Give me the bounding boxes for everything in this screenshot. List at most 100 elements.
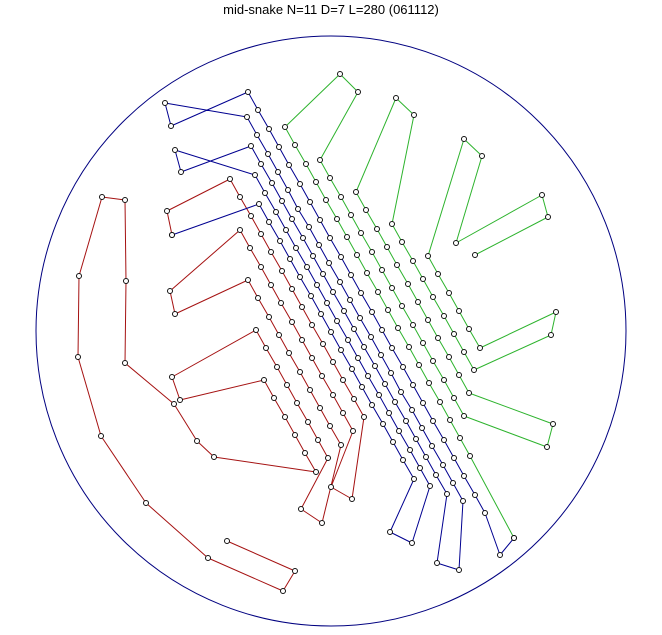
- vertex-marker: [399, 239, 405, 245]
- vertex-marker: [363, 207, 369, 213]
- vertex-marker: [357, 315, 363, 321]
- vertex-marker: [325, 455, 331, 461]
- vertex-marker: [337, 279, 343, 285]
- vertex-marker: [351, 396, 357, 402]
- vertex-marker: [248, 213, 254, 219]
- vertex-marker: [172, 311, 178, 317]
- vertex-marker: [328, 484, 334, 490]
- vertex-marker: [292, 142, 298, 148]
- vertex-marker: [211, 454, 217, 460]
- vertex-marker: [451, 455, 457, 461]
- vertex-marker: [472, 252, 478, 258]
- vertex-marker: [268, 249, 274, 255]
- vertex-marker: [299, 337, 305, 343]
- vertex-marker: [338, 347, 344, 353]
- vertex-marker: [456, 308, 462, 314]
- vertex-marker: [253, 327, 259, 333]
- vertex-marker: [254, 132, 260, 138]
- vertex-marker: [472, 492, 478, 498]
- vertex-marker: [266, 126, 272, 132]
- vertex-marker: [99, 194, 105, 200]
- vertex-marker: [406, 344, 412, 350]
- vertex-marker: [369, 309, 375, 315]
- vertex-marker: [334, 216, 340, 222]
- vertex-marker: [75, 354, 81, 360]
- vertex-marker: [168, 123, 174, 129]
- vertex-marker: [269, 180, 275, 186]
- vertex-marker: [460, 498, 466, 504]
- vertex-marker: [345, 337, 351, 343]
- vertex-marker: [169, 374, 175, 380]
- vertex-marker: [410, 322, 416, 328]
- vertex-marker: [328, 329, 334, 335]
- vertex-marker: [285, 187, 291, 193]
- vertex-marker: [279, 268, 285, 274]
- vertex-marker: [359, 384, 365, 390]
- vertex-marker: [292, 568, 298, 574]
- vertex-marker: [310, 253, 316, 259]
- vertex-marker: [394, 262, 400, 268]
- vertex-marker: [122, 197, 128, 203]
- vertex-marker: [446, 354, 452, 360]
- vertex-marker: [172, 147, 178, 153]
- vertex-marker: [358, 290, 364, 296]
- vertex-marker: [273, 209, 279, 215]
- vertex-marker: [420, 400, 426, 406]
- vertex-marker: [451, 331, 457, 337]
- vertex-marker: [338, 442, 344, 448]
- vertex-marker: [327, 423, 333, 429]
- vertex-marker: [282, 124, 288, 130]
- vertex-marker: [122, 360, 128, 366]
- vertex-marker: [327, 235, 333, 241]
- vertex-marker: [278, 300, 284, 306]
- vertex-marker: [389, 345, 395, 351]
- vertex-marker: [98, 433, 104, 439]
- vertex-marker: [337, 71, 343, 77]
- vertex-marker: [416, 362, 422, 368]
- vertex-marker: [361, 414, 367, 420]
- vertex-marker: [387, 529, 393, 535]
- vertex-marker: [307, 199, 313, 205]
- vertex-marker: [400, 457, 406, 463]
- vertex-marker: [280, 588, 286, 594]
- vertex-marker: [550, 421, 556, 427]
- vertex-marker: [340, 377, 346, 383]
- vertex-marker: [334, 318, 340, 324]
- snake-segment-blue-path: [164, 91, 515, 571]
- snake-segment-red-path: [77, 178, 365, 592]
- vertex-marker: [444, 491, 450, 497]
- vertex-marker: [341, 308, 347, 314]
- vertex-marker: [457, 435, 463, 441]
- vertex-marker: [266, 219, 272, 225]
- vertex-marker: [348, 272, 354, 278]
- vertex-marker: [205, 555, 211, 561]
- vertex-marker: [347, 297, 353, 303]
- vertex-marker: [411, 476, 417, 482]
- vertex-marker: [441, 377, 447, 383]
- vertex-marker: [300, 235, 306, 241]
- vertex-marker: [313, 469, 319, 475]
- vertex-marker: [399, 303, 405, 309]
- vertex-marker: [167, 288, 173, 294]
- vertex-marker: [286, 350, 292, 356]
- vertex-marker: [386, 410, 392, 416]
- vertex-marker: [365, 373, 371, 379]
- vertex-marker: [446, 290, 452, 296]
- vertex-marker: [433, 472, 439, 478]
- vertex-marker: [409, 407, 415, 413]
- vertex-marker: [297, 274, 303, 280]
- snake-segment-red: [75, 176, 367, 594]
- vertex-marker: [76, 273, 82, 279]
- vertex-marker: [143, 500, 149, 506]
- vertex-marker: [548, 332, 554, 338]
- vertex-marker: [398, 389, 404, 395]
- vertex-marker: [338, 194, 344, 200]
- vertex-marker: [400, 364, 406, 370]
- vertex-marker: [123, 278, 129, 284]
- vertex-marker: [453, 240, 459, 246]
- vertex-marker: [307, 387, 313, 393]
- vertex-marker: [247, 245, 253, 251]
- vertex-marker: [276, 332, 282, 338]
- vertex-marker: [263, 345, 269, 351]
- vertex-marker: [435, 271, 441, 277]
